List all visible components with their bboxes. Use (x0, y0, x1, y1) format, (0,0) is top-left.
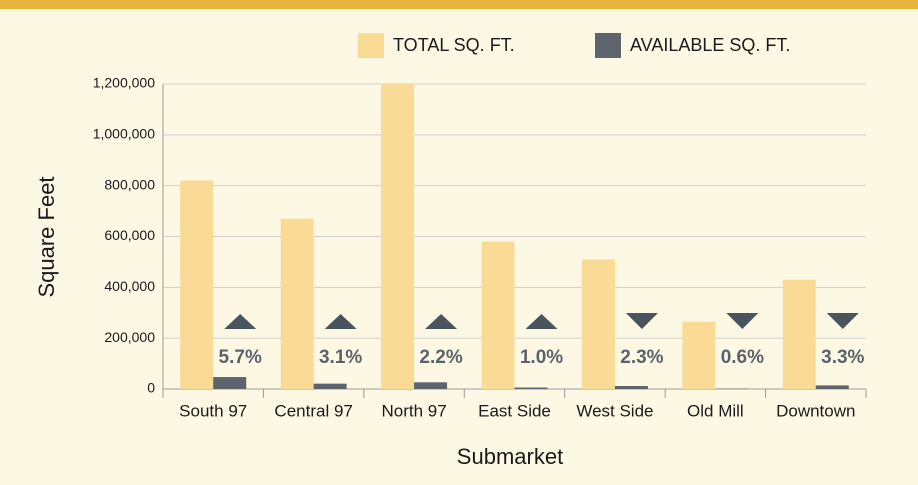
trend-arrow (625, 313, 658, 329)
y-tick-label: 600,000 (104, 227, 155, 243)
y-tick-label: 400,000 (104, 278, 155, 294)
bar (514, 387, 548, 389)
legend-swatch (595, 33, 621, 58)
bar (614, 386, 648, 389)
y-tick-label: 800,000 (104, 176, 155, 192)
bar (581, 259, 615, 389)
change-label: 3.3% (821, 347, 864, 368)
bar (414, 382, 448, 389)
bar (213, 377, 247, 389)
x-tick-label: North 97 (381, 401, 446, 420)
x-tick-label: Central 97 (274, 401, 352, 420)
x-tick-label: West Side (576, 401, 653, 420)
legend-label: TOTAL SQ. FT. (393, 35, 515, 55)
bar (481, 241, 515, 389)
bar (682, 321, 716, 389)
x-tick-label: Old Mill (687, 401, 744, 420)
x-tick-label: East Side (478, 401, 551, 420)
change-label: 2.2% (419, 347, 462, 368)
x-axis-label: Submarket (457, 444, 563, 469)
trend-arrow (525, 314, 558, 329)
change-label: 3.1% (319, 347, 362, 368)
bar (180, 180, 214, 389)
y-tick-label: 1,200,000 (93, 75, 155, 91)
change-label: 1.0% (520, 347, 563, 368)
bar (280, 218, 314, 389)
bar (381, 84, 415, 389)
y-tick-label: 200,000 (104, 329, 155, 345)
bar (815, 385, 849, 389)
legend-label: AVAILABLE SQ. FT. (630, 35, 790, 55)
change-label: 2.3% (620, 347, 663, 368)
y-tick-label: 0 (147, 380, 155, 396)
legend-swatch (358, 33, 384, 58)
trend-arrow (425, 314, 458, 329)
trend-arrow (826, 313, 859, 329)
trend-arrow (224, 314, 257, 329)
y-tick-label: 1,000,000 (93, 126, 155, 142)
change-label: 5.7% (219, 347, 262, 368)
bar (782, 279, 816, 389)
bar (313, 383, 347, 389)
x-tick-label: Downtown (776, 401, 855, 420)
x-tick-label: South 97 (179, 401, 247, 420)
y-axis-label: Square Feet (34, 176, 59, 297)
top-stripe (0, 0, 918, 9)
change-label: 0.6% (721, 347, 764, 368)
trend-arrow (726, 313, 759, 329)
trend-arrow (324, 314, 357, 329)
